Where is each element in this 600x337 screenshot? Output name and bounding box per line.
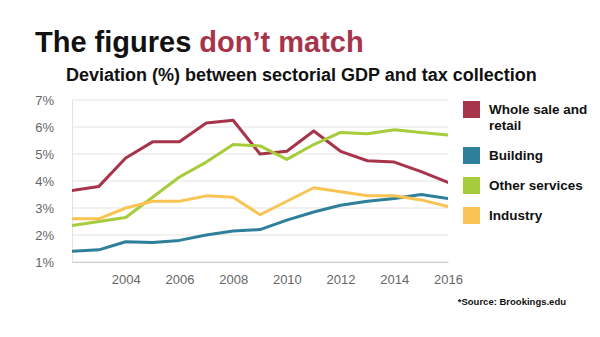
y-tick-label: 3% <box>35 201 54 216</box>
y-tick-label: 6% <box>35 120 54 135</box>
x-tick: 2016 <box>434 262 463 287</box>
y-tick-label: 7% <box>35 93 54 108</box>
x-tick-label: 2006 <box>165 272 194 287</box>
legend-swatch <box>463 177 480 194</box>
title-highlight: don’t match <box>199 26 363 58</box>
x-tick: 2014 <box>380 262 409 287</box>
lines <box>72 120 448 251</box>
y-tick: 1% <box>35 255 72 270</box>
x-tick: 2012 <box>327 262 356 287</box>
x-tick-label: 2014 <box>380 272 409 287</box>
y-axis-line <box>72 101 73 263</box>
grid-line <box>72 262 448 263</box>
x-tick-label: 2008 <box>219 272 248 287</box>
grid-line <box>72 100 448 101</box>
legend-label: Whole sale andretail <box>489 102 587 133</box>
x-tick: 2004 <box>112 262 141 287</box>
legend-label-line: Other services <box>489 178 583 193</box>
legend-item: Other services <box>463 177 583 194</box>
x-axis: 2004 2006 2008 2010 2012 2014 2016 <box>73 262 463 287</box>
x-tick: 2006 <box>165 262 194 287</box>
legend-label: Industry <box>489 208 543 223</box>
y-tick: 3% <box>35 201 72 216</box>
legend-swatch <box>463 101 480 118</box>
x-tick: 2010 <box>273 262 302 287</box>
source: *Source: Brookings.edu <box>458 296 566 307</box>
grid <box>72 100 448 262</box>
grid-line <box>72 235 448 236</box>
legend-label: Building <box>489 148 543 163</box>
y-axis: 1% 2% 3% 4% 5% 6% 7% <box>35 93 72 270</box>
title: The figures don’t match <box>35 26 364 58</box>
legend-item: Whole sale andretail <box>463 101 587 133</box>
legend-label-line: Building <box>489 148 543 163</box>
title-part: The figures <box>35 26 199 58</box>
legend-item: Building <box>463 147 543 164</box>
y-tick: 7% <box>35 93 72 108</box>
legend-item: Industry <box>463 207 543 224</box>
legend: Whole sale andretail Building Other servic… <box>463 101 587 224</box>
legend-swatch <box>463 207 480 224</box>
y-tick-label: 2% <box>35 228 54 243</box>
x-tick-label: 2010 <box>273 272 302 287</box>
series-line <box>72 130 448 226</box>
subtitle: Deviation (%) between sectorial GDP and … <box>66 65 537 85</box>
x-tick-label: 2012 <box>327 272 356 287</box>
grid-line <box>72 181 448 182</box>
y-tick: 5% <box>35 147 72 162</box>
y-tick: 6% <box>35 120 72 135</box>
legend-label-line: Industry <box>489 208 543 223</box>
y-tick-label: 5% <box>35 147 54 162</box>
series-line <box>72 195 448 252</box>
x-axis-line <box>73 262 449 263</box>
legend-swatch <box>463 147 480 164</box>
y-tick: 4% <box>35 174 72 189</box>
legend-label: Other services <box>489 178 583 193</box>
y-tick-label: 4% <box>35 174 54 189</box>
grid-line <box>72 127 448 128</box>
y-tick: 2% <box>35 228 72 243</box>
x-tick-label: 2016 <box>434 272 463 287</box>
series-line <box>72 188 448 219</box>
chart: The figures don’t match Deviation (%) bet… <box>0 0 600 337</box>
legend-label-line: Whole sale and <box>489 102 587 117</box>
x-tick: 2008 <box>219 262 248 287</box>
y-tick-label: 1% <box>35 255 54 270</box>
x-tick-label: 2004 <box>112 272 141 287</box>
legend-label-line: retail <box>489 118 521 133</box>
